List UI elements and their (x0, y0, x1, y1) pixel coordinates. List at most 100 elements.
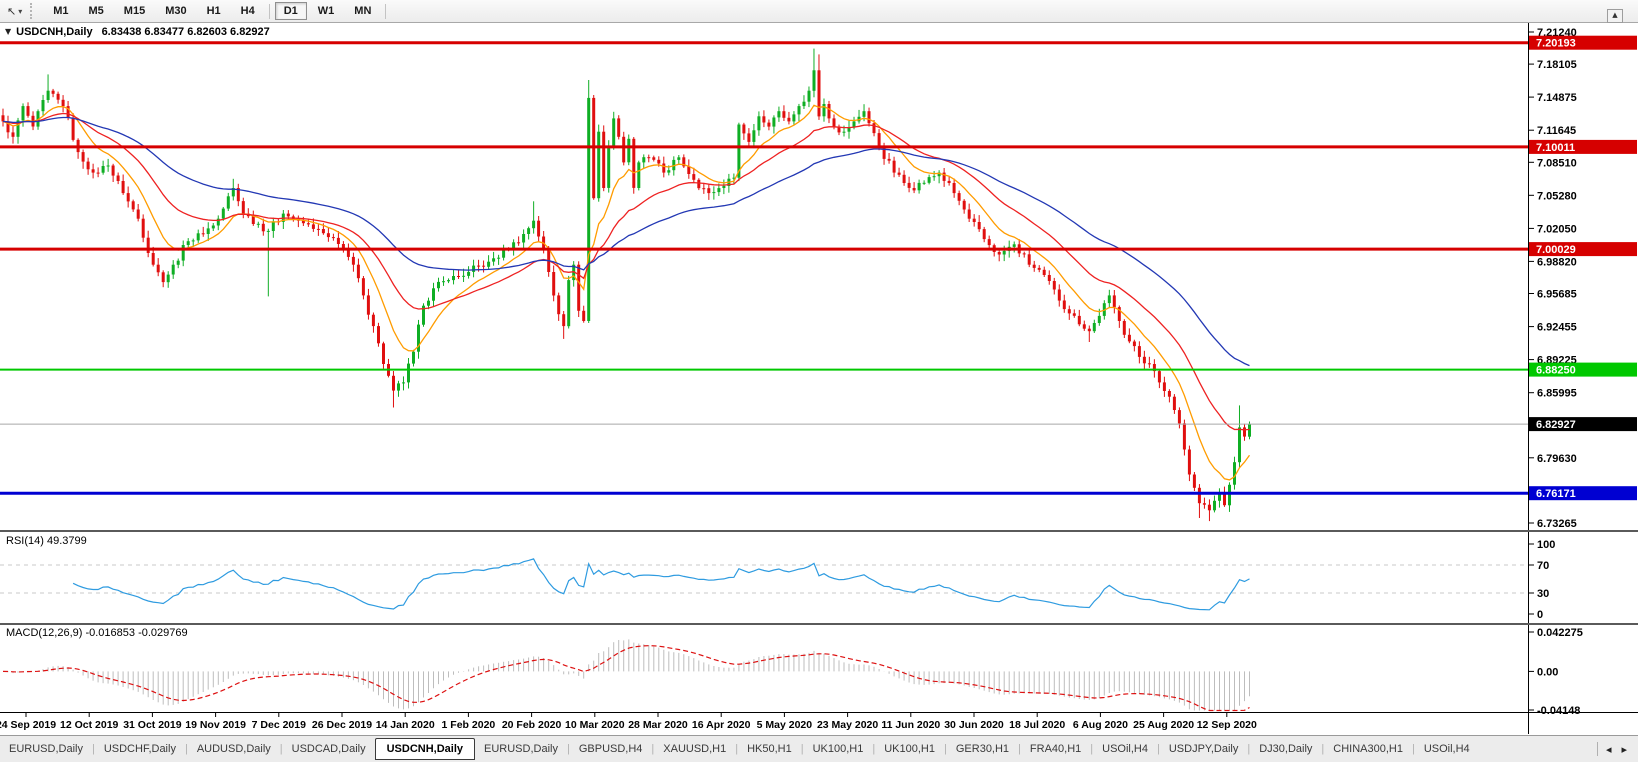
tab-usdjpy-daily[interactable]: USDJPY,Daily (1168, 743, 1239, 755)
svg-text:7.00029: 7.00029 (1536, 244, 1576, 256)
tab-usdcad-daily[interactable]: USDCAD,Daily (291, 743, 366, 755)
timeframe-button-mn[interactable]: MN (345, 2, 380, 20)
svg-text:12 Oct 2019: 12 Oct 2019 (60, 719, 119, 731)
svg-text:10 Mar 2020: 10 Mar 2020 (565, 719, 625, 731)
price-axis[interactable]: 7.212407.181057.148757.116457.085107.052… (1528, 27, 1637, 717)
svg-text:6.92455: 6.92455 (1537, 322, 1577, 334)
toolbar-separator (268, 3, 270, 19)
svg-text:24 Sep 2019: 24 Sep 2019 (0, 719, 56, 731)
svg-text:0.00: 0.00 (1537, 666, 1558, 678)
svg-text:6.82927: 6.82927 (1536, 419, 1576, 431)
tab-separator: | (1018, 743, 1021, 755)
fast-ma-line (2, 104, 1251, 481)
svg-text:6.76171: 6.76171 (1536, 488, 1576, 500)
svg-text:30 Jun 2020: 30 Jun 2020 (944, 719, 1004, 731)
svg-text:6.95685: 6.95685 (1537, 289, 1577, 301)
tab-separator: | (944, 743, 947, 755)
svg-text:7.08510: 7.08510 (1537, 157, 1577, 169)
timeframe-group: M1 M5 M15 M30 H1 H4 D1 W1 MN (43, 0, 390, 22)
tab-gbpusd-h4[interactable]: GBPUSD,H4 (578, 743, 643, 755)
svg-text:7.20193: 7.20193 (1536, 38, 1576, 50)
svg-text:100: 100 (1537, 539, 1555, 551)
svg-text:7.02050: 7.02050 (1537, 223, 1577, 235)
timeframe-button-h1[interactable]: H1 (198, 2, 230, 20)
timeframe-button-m15[interactable]: M15 (115, 2, 154, 20)
timeframe-button-m1[interactable]: M1 (44, 2, 77, 20)
tab-separator: | (800, 743, 804, 755)
timeframe-button-d1[interactable]: D1 (274, 2, 307, 20)
tab-china300-h1[interactable]: CHINA300,H1 (1333, 743, 1403, 755)
tab-uk100-h1[interactable]: UK100,H1 (812, 743, 864, 755)
chart-canvas[interactable]: 7.212407.181057.148757.116457.085107.052… (0, 23, 1638, 735)
toolbar-scroll-up-icon[interactable]: ▲ (1607, 9, 1623, 23)
macd-histogram (7, 639, 1250, 711)
svg-text:23 May 2020: 23 May 2020 (817, 719, 878, 731)
rsi-line (72, 558, 1250, 611)
svg-text:20 Feb 2020: 20 Feb 2020 (502, 719, 562, 731)
timeframe-button-w1[interactable]: W1 (309, 2, 344, 20)
svg-text:0.042275: 0.042275 (1537, 627, 1583, 639)
svg-text:6.88250: 6.88250 (1536, 365, 1576, 377)
cursor-tool-button[interactable]: ↖ ▾ (3, 4, 26, 19)
tab-usdcnh-daily[interactable]: USDCNH,Daily (374, 738, 476, 760)
svg-text:16 Apr 2020: 16 Apr 2020 (692, 719, 751, 731)
macd-indicator-label: MACD(12,26,9) -0.016853 -0.029769 (6, 627, 188, 639)
tab-fra40-h1[interactable]: FRA40,H1 (1029, 743, 1082, 755)
chart-ohlc-values: 6.83438 6.83477 6.82603 6.82927 (101, 26, 270, 38)
svg-text:5 May 2020: 5 May 2020 (757, 719, 813, 731)
tab-eurusd-daily[interactable]: EURUSD,Daily (9, 743, 83, 755)
tab-list: EURUSD,Daily | USDCHF,Daily | AUDUSD,Daily | U… (0, 738, 1479, 760)
cursor-icon: ↖ (7, 4, 17, 18)
tab-audusd-daily[interactable]: AUDUSD,Daily (196, 743, 271, 755)
svg-text:6.85995: 6.85995 (1537, 388, 1577, 400)
svg-text:6.79630: 6.79630 (1537, 453, 1577, 465)
svg-text:18 Jul 2020: 18 Jul 2020 (1009, 719, 1065, 731)
tab-usoil-h4[interactable]: USOil,H4 (1423, 743, 1470, 755)
tabs-scroll-left-icon[interactable]: ◂ (1605, 742, 1612, 756)
svg-text:7.11645: 7.11645 (1537, 125, 1576, 137)
tab-ger30-h1[interactable]: GER30,H1 (955, 743, 1010, 755)
tabs-scroll-right-icon[interactable]: ▸ (1621, 742, 1627, 756)
time-axis[interactable]: 24 Sep 2019 12 Oct 2019 31 Oct 2019 19 Nov … (0, 713, 1257, 731)
tab-nav-divider (1596, 742, 1598, 756)
svg-text:70: 70 (1537, 560, 1549, 572)
svg-text:19 Nov 2019: 19 Nov 2019 (185, 719, 246, 731)
chart-collapse-icon[interactable]: ▼ (5, 27, 12, 36)
top-toolbar: ↖ ▾ M1 M5 M15 M30 H1 H4 D1 W1 MN ▲ (0, 0, 1638, 23)
tab-separator: | (735, 743, 739, 755)
tab-usoil-h4[interactable]: USOil,H4 (1102, 743, 1148, 755)
tab-separator: | (184, 743, 188, 755)
toolbar-grip[interactable] (30, 3, 37, 19)
svg-text:7.10011: 7.10011 (1536, 142, 1575, 154)
tab-separator: | (279, 743, 283, 755)
horizontal-level-lines[interactable] (0, 41, 1528, 495)
timeframe-button-m30[interactable]: M30 (156, 2, 195, 20)
timeframe-button-h4[interactable]: H4 (232, 2, 264, 20)
svg-text:0: 0 (1537, 609, 1543, 621)
timeframe-button-m5[interactable]: M5 (80, 2, 113, 20)
tab-eurusd-daily[interactable]: EURUSD,Daily (484, 743, 558, 755)
tab-separator: | (1156, 743, 1160, 755)
svg-text:7 Dec 2019: 7 Dec 2019 (252, 719, 306, 731)
svg-text:11 Jun 2020: 11 Jun 2020 (881, 719, 940, 731)
tab-separator: | (1321, 743, 1325, 755)
tab-separator: | (651, 743, 655, 755)
svg-text:1 Feb 2020: 1 Feb 2020 (442, 719, 496, 731)
tab-separator: | (1411, 743, 1415, 755)
svg-text:28 Mar 2020: 28 Mar 2020 (628, 719, 688, 731)
tab-separator: | (1090, 743, 1094, 755)
chart-symbol-label: USDCNH,Daily (16, 26, 93, 38)
tab-hk50-h1[interactable]: HK50,H1 (747, 743, 792, 755)
rsi-indicator-label: RSI(14) 49.3799 (6, 535, 87, 547)
svg-text:14 Jan 2020: 14 Jan 2020 (376, 719, 435, 731)
toolbar-separator (385, 3, 387, 19)
medium-ma-line (2, 112, 1250, 431)
tab-dj30-daily[interactable]: DJ30,Daily (1259, 743, 1313, 755)
tab-uk100-h1[interactable]: UK100,H1 (884, 743, 935, 755)
tab-usdchf-daily[interactable]: USDCHF,Daily (103, 743, 176, 755)
chart-title: ▼ USDCNH,Daily 6.83438 6.83477 6.82603 6.8… (5, 26, 270, 38)
svg-text:7.14875: 7.14875 (1537, 92, 1577, 104)
tab-xauusd-h1[interactable]: XAUUSD,H1 (663, 743, 727, 755)
chart-window: 7.21240 7.18105 7.14875 7.11645 7.08510 7.052… (0, 23, 1638, 735)
svg-text:31 Oct 2019: 31 Oct 2019 (123, 719, 182, 731)
